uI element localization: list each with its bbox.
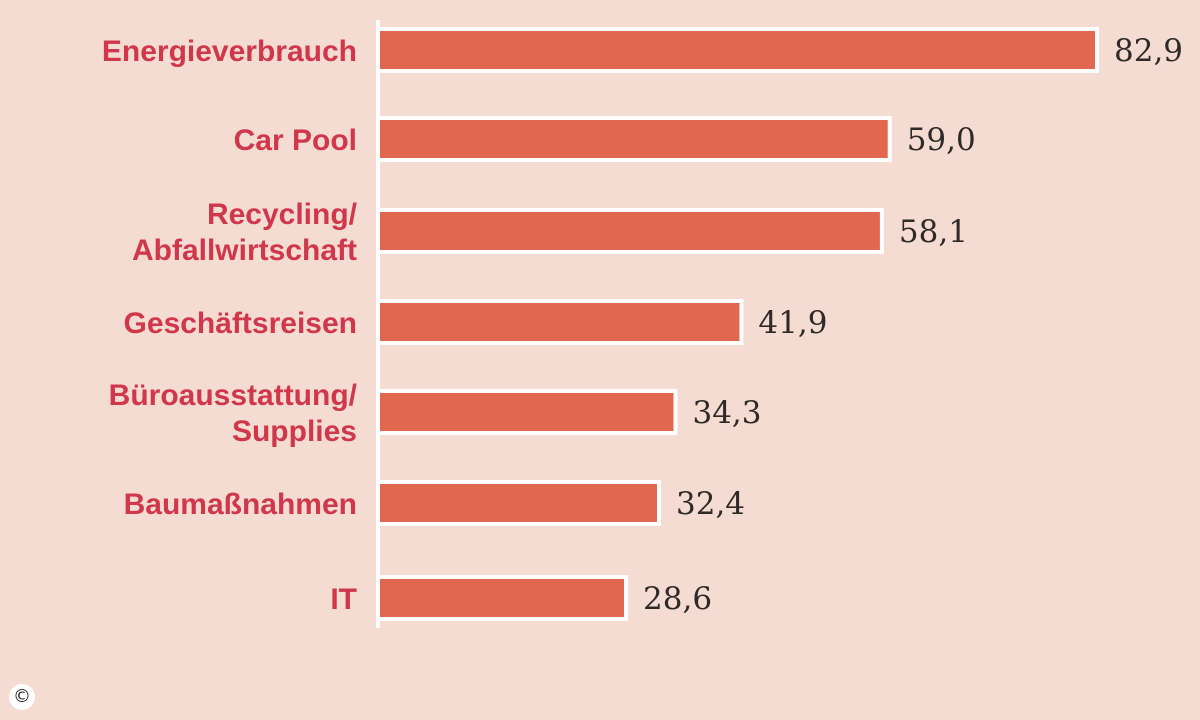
value-label-5: 32,4: [676, 486, 745, 522]
category-label-6: IT: [330, 583, 357, 616]
bar-5: [376, 480, 662, 526]
category-label-3: Geschäftsreisen: [124, 307, 357, 340]
bar-3: [376, 299, 744, 345]
value-label-6: 28,6: [643, 581, 712, 617]
category-label-4-line-1: Supplies: [232, 415, 357, 448]
value-label-1: 59,0: [907, 122, 976, 158]
value-label-2: 58,1: [899, 214, 968, 250]
bar-0: [376, 27, 1099, 73]
bar-4: [376, 389, 678, 435]
category-label-1: Car Pool: [234, 124, 357, 157]
category-label-2-line-0: Recycling/: [207, 198, 358, 231]
value-label-3: 41,9: [758, 305, 827, 341]
copyright-icon: ©: [9, 684, 35, 710]
category-label-0: Energieverbrauch: [102, 35, 357, 68]
bar-1: [376, 116, 892, 162]
category-label-2-line-1: Abfallwirtschaft: [132, 234, 357, 267]
bar-6: [376, 575, 629, 621]
bar-2: [376, 208, 884, 254]
category-label-5: Baumaßnahmen: [124, 488, 357, 521]
value-label-4: 34,3: [692, 395, 761, 431]
category-label-4-line-0: Büroausstattung/: [109, 379, 358, 412]
value-label-0: 82,9: [1114, 33, 1183, 69]
